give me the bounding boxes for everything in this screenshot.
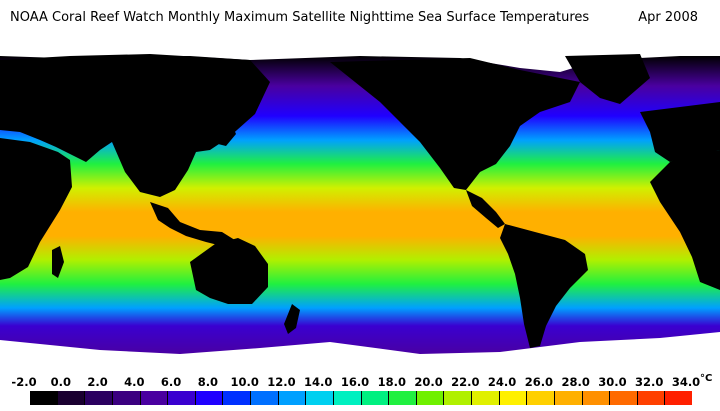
- south-america: [500, 224, 588, 348]
- legend-tick-label: 24.0: [487, 375, 517, 389]
- legend-swatch: [30, 391, 58, 405]
- legend-swatch: [637, 391, 666, 405]
- japan: [218, 120, 236, 146]
- legend-tick-labels: -2.0 0.0 2.0 4.0 6.0 8.0 10.0 12.0 14.0 16.0 18.0 2…: [0, 375, 720, 391]
- madagascar: [52, 246, 64, 278]
- legend-swatch: [582, 391, 611, 405]
- legend-swatch: [251, 391, 279, 405]
- legend-tick-label: 14.0: [304, 375, 333, 389]
- legend-tick-label: 12.0: [267, 375, 296, 389]
- color-scale-bar: [30, 391, 692, 405]
- greenland: [565, 54, 650, 104]
- legend-swatch: [361, 391, 390, 405]
- africa-east: [650, 150, 720, 290]
- legend-swatch: [499, 391, 528, 405]
- legend-swatch: [112, 391, 141, 405]
- legend-tick-label: 2.0: [87, 375, 108, 389]
- legend-swatch: [333, 391, 362, 405]
- legend-tick-label: 10.0: [230, 375, 259, 389]
- antarctic-ice: [0, 332, 720, 365]
- legend-tick-label: 8.0: [197, 375, 219, 389]
- legend-swatch: [140, 391, 169, 405]
- legend-tick-label: 28.0: [561, 375, 590, 389]
- legend-tick-label: 16.0: [340, 375, 370, 389]
- legend-swatch: [389, 391, 417, 405]
- legend-swatch: [472, 391, 500, 405]
- legend-swatch: [195, 391, 224, 405]
- legend-tick-label: 18.0: [377, 375, 406, 389]
- legend-tick-label: 34.0: [671, 375, 701, 389]
- legend-swatch: [610, 391, 638, 405]
- legend-tick-label: 22.0: [451, 375, 480, 389]
- australia: [190, 238, 268, 304]
- legend-tick-label: 4.0: [124, 375, 145, 389]
- legend-tick-label: 6.0: [160, 375, 182, 389]
- arctic-ice: [0, 42, 720, 72]
- legend-swatch: [527, 391, 555, 405]
- europe-west: [640, 102, 720, 162]
- legend-tick-label: 30.0: [598, 375, 627, 389]
- legend-swatch: [444, 391, 472, 405]
- legend-swatch: [223, 391, 251, 405]
- maritime-continent: [150, 202, 238, 248]
- land-masses: [0, 54, 720, 348]
- legend-tick-label: -2.0: [11, 375, 37, 389]
- legend-swatch: [168, 391, 196, 405]
- new-zealand: [284, 304, 300, 334]
- legend-swatch: [85, 391, 113, 405]
- north-america: [330, 58, 580, 190]
- title-text: NOAA Coral Reef Watch Monthly Maximum Sa…: [10, 10, 590, 25]
- date-label: Apr 2008: [638, 10, 698, 25]
- legend-unit: °C: [700, 373, 713, 384]
- central-america: [466, 190, 505, 228]
- sst-map: [0, 42, 720, 365]
- map-title: NOAA Coral Reef Watch Monthly Maximum Sa…: [0, 10, 720, 34]
- eurasia: [0, 54, 270, 197]
- africa: [0, 138, 72, 280]
- legend-swatch: [306, 391, 334, 405]
- legend-tick-label: 0.0: [50, 375, 71, 389]
- legend-tick-label: 20.0: [414, 375, 443, 389]
- legend-swatch: [57, 391, 86, 405]
- legend-swatch: [665, 391, 692, 405]
- legend-tick-label: 26.0: [524, 375, 554, 389]
- legend-swatch: [278, 391, 307, 405]
- legend-swatch: [554, 391, 583, 405]
- legend-swatch: [416, 391, 445, 405]
- legend-tick-label: 32.0: [635, 375, 664, 389]
